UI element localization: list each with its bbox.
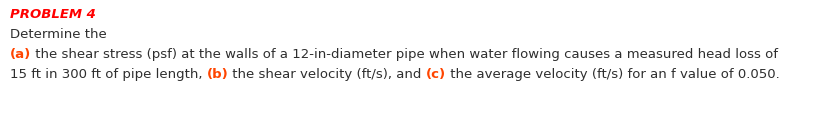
Text: the shear velocity (ft/s), and: the shear velocity (ft/s), and [229,68,426,81]
Text: the shear stress (psf) at the walls of a 12-in-diameter pipe when water flowing : the shear stress (psf) at the walls of a… [31,48,779,61]
Text: (c): (c) [426,68,446,81]
Text: (a): (a) [10,48,31,61]
Text: PROBLEM 4: PROBLEM 4 [10,8,96,21]
Text: Determine the: Determine the [10,28,107,41]
Text: (b): (b) [207,68,229,81]
Text: the average velocity (ft/s) for an f value of 0.050.: the average velocity (ft/s) for an f val… [446,68,780,81]
Text: 15 ft in 300 ft of pipe length,: 15 ft in 300 ft of pipe length, [10,68,207,81]
